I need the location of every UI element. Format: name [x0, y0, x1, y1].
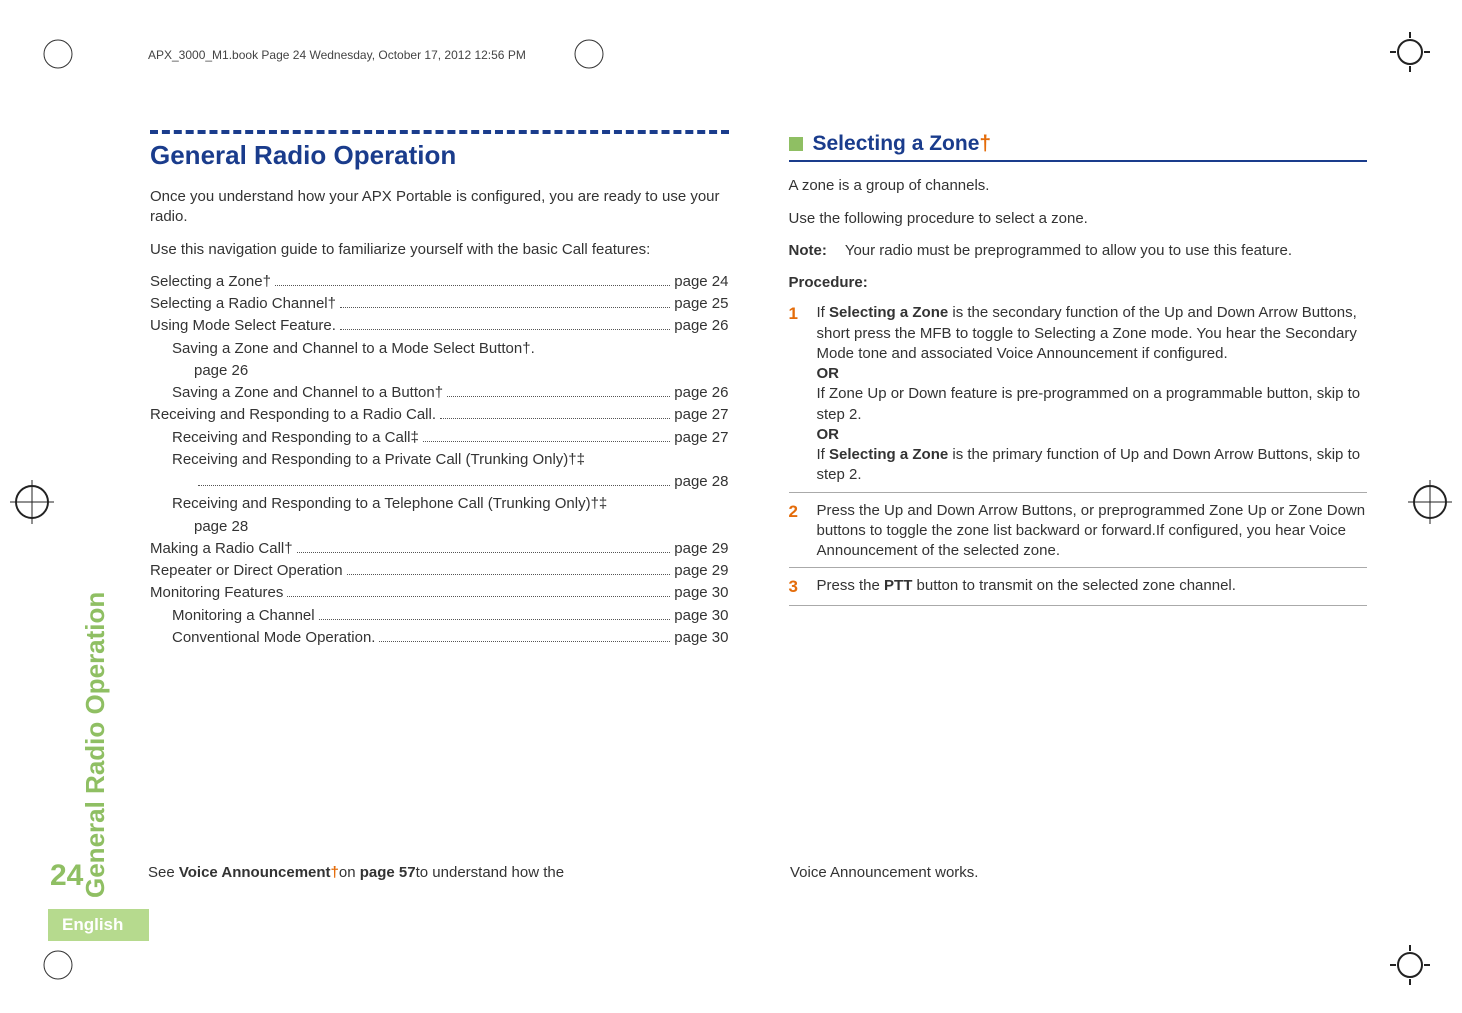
- footer-line: See Voice Announcement†on page 57to unde…: [148, 864, 1372, 881]
- step-line: Press the Up and Down Arrow Buttons, or …: [817, 501, 1368, 562]
- step-line: If Selecting a Zone is the primary funct…: [817, 445, 1368, 486]
- note-block: Note: Your radio must be preprogrammed t…: [789, 241, 1368, 261]
- side-tab: General Radio Operation: [58, 332, 98, 903]
- procedure-step: 2Press the Up and Down Arrow Buttons, or…: [789, 501, 1368, 562]
- note-text: Your radio must be preprogrammed to allo…: [845, 241, 1292, 261]
- running-header: APX_3000_M1.book Page 24 Wednesday, Octo…: [148, 48, 526, 62]
- footer-left: See Voice Announcement†on page 57to unde…: [148, 864, 730, 881]
- step-body: Press the PTT button to transmit on the …: [817, 576, 1368, 599]
- subsection-title-text: Selecting a Zone: [813, 132, 980, 155]
- toc-entry: Monitoring Featurespage 30: [150, 583, 729, 603]
- side-tab-label: General Radio Operation: [80, 592, 111, 898]
- step-line: If Zone Up or Down feature is pre-progra…: [817, 384, 1368, 425]
- toc-entry: Repeater or Direct Operationpage 29: [150, 561, 729, 581]
- content-area: General Radio Operation Once you underst…: [150, 130, 1367, 650]
- registration-gear-icon: [1408, 480, 1452, 524]
- toc-entry: Saving a Zone and Channel to a Button†pa…: [150, 383, 729, 403]
- footer-bold: page 57: [360, 864, 416, 881]
- toc-entry: Using Mode Select Feature.page 26: [150, 316, 729, 336]
- toc-entry: Saving a Zone and Channel to a Mode Sele…: [150, 339, 729, 359]
- footer-right: Voice Announcement works.: [730, 864, 1372, 881]
- body-paragraph: A zone is a group of channels.: [789, 176, 1368, 196]
- toc-entry: Receiving and Responding to a Telephone …: [150, 494, 729, 514]
- step-separator: [789, 492, 1368, 493]
- toc-entry: Selecting a Zone†page 24: [150, 272, 729, 292]
- left-column: General Radio Operation Once you underst…: [150, 130, 729, 650]
- toc-entry: Conventional Mode Operation.page 30: [150, 628, 729, 648]
- step-line: OR: [817, 425, 1368, 445]
- step-body: If Selecting a Zone is the secondary fun…: [817, 303, 1368, 485]
- registration-circle-icon: [40, 947, 76, 983]
- procedure-step: 3 Press the PTT button to transmit on the…: [789, 576, 1368, 599]
- dagger-icon: †: [331, 864, 339, 881]
- subsection-title: Selecting a Zone†: [813, 130, 992, 158]
- footer-text: See: [148, 864, 179, 881]
- procedure-label: Procedure:: [789, 273, 1368, 293]
- step-number: 2: [789, 501, 803, 562]
- toc-entry: Making a Radio Call†page 29: [150, 539, 729, 559]
- registration-gear-icon: [10, 480, 54, 524]
- toc-entry: Receiving and Responding to a Radio Call…: [150, 405, 729, 425]
- toc-entry: Receiving and Responding to a Call‡page …: [150, 428, 729, 448]
- step-number: 1: [789, 303, 803, 485]
- section-divider: [150, 130, 729, 134]
- step-separator: [789, 605, 1368, 606]
- right-column: Selecting a Zone† A zone is a group of c…: [789, 130, 1368, 650]
- registration-gear-icon: [1388, 943, 1432, 987]
- page-number: 24: [50, 859, 83, 893]
- section-title: General Radio Operation: [150, 138, 729, 173]
- toc-entry: Monitoring a Channelpage 30: [150, 606, 729, 626]
- toc-list: Selecting a Zone†page 24Selecting a Radi…: [150, 272, 729, 648]
- step-number: 3: [789, 576, 803, 599]
- step-body: Press the Up and Down Arrow Buttons, or …: [817, 501, 1368, 562]
- toc-entry: Receiving and Responding to a Private Ca…: [150, 450, 729, 470]
- step-line: If Selecting a Zone is the secondary fun…: [817, 303, 1368, 364]
- subsection-heading-row: Selecting a Zone†: [789, 130, 1368, 158]
- procedure-step: 1If Selecting a Zone is the secondary fu…: [789, 303, 1368, 485]
- language-tab: English: [48, 909, 149, 941]
- intro-paragraph: Once you understand how your APX Portabl…: [150, 187, 729, 228]
- toc-entry-continuation: page 26: [150, 361, 729, 381]
- heading-bullet-icon: [789, 137, 803, 151]
- procedure-steps: 1If Selecting a Zone is the secondary fu…: [789, 303, 1368, 606]
- toc-entry-continuation: page 28: [150, 517, 729, 537]
- step-line: OR: [817, 364, 1368, 384]
- body-paragraph: Use the following procedure to select a …: [789, 209, 1368, 229]
- registration-circle-icon: [40, 36, 76, 72]
- registration-gear-icon: [1388, 30, 1432, 74]
- registration-circle-icon: [571, 36, 607, 72]
- step-line: Press the PTT button to transmit on the …: [817, 576, 1368, 596]
- footer-bold: Voice Announcement: [179, 864, 331, 881]
- note-label: Note:: [789, 241, 827, 261]
- subsection-rule: [789, 160, 1368, 162]
- footer-text: on: [339, 864, 360, 881]
- toc-entry-continuation: page 28: [150, 472, 729, 492]
- dagger-icon: †: [979, 132, 991, 155]
- step-separator: [789, 567, 1368, 568]
- intro-paragraph: Use this navigation guide to familiarize…: [150, 240, 729, 260]
- toc-entry: Selecting a Radio Channel†page 25: [150, 294, 729, 314]
- footer-text: to understand how the: [416, 864, 564, 881]
